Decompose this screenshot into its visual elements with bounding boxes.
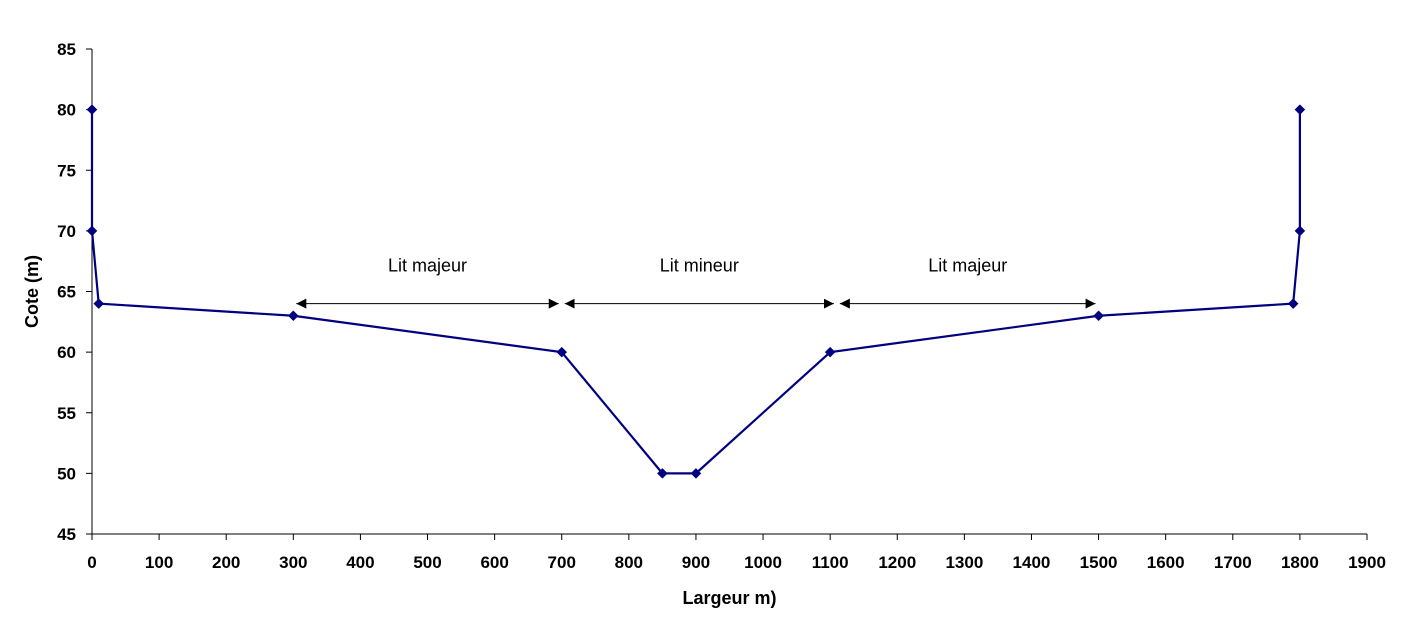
x-tick-label: 700 [548, 553, 576, 572]
x-tick-label: 0 [87, 553, 96, 572]
axes-group: 45 50 55 60 65 70 75 80 85 0 100 200 300 400 500 600 700… [57, 40, 1386, 572]
data-point-marker [86, 225, 98, 237]
x-tick-label: 1600 [1147, 553, 1185, 572]
data-point-marker [1294, 104, 1306, 115]
series-group [86, 104, 1306, 479]
x-tick-label: 1000 [744, 553, 782, 572]
y-tick-label: 70 [57, 222, 76, 241]
x-tick-label: 1200 [878, 553, 916, 572]
y-tick-label: 80 [57, 101, 76, 120]
y-tick-label: 45 [57, 525, 76, 544]
data-point-marker [287, 310, 299, 322]
data-point-marker [93, 298, 105, 309]
x-tick-label: 200 [212, 553, 240, 572]
data-point-marker [1287, 298, 1299, 309]
y-tick-label: 85 [57, 40, 76, 59]
y-tick-label: 50 [57, 464, 76, 483]
data-point-marker [86, 104, 98, 115]
x-tick-label: 800 [615, 553, 643, 572]
data-point-marker [657, 468, 668, 479]
x-tick-label: 900 [682, 553, 710, 572]
data-point-marker [1093, 310, 1104, 322]
x-tick-label: 1700 [1214, 553, 1252, 572]
data-point-marker [556, 346, 568, 358]
y-tick-label: 60 [57, 343, 76, 362]
x-tick-label: 300 [279, 553, 307, 572]
x-tick-label: 400 [346, 553, 374, 572]
data-point-marker [690, 468, 702, 479]
x-tick-label: 1100 [812, 553, 849, 572]
data-point-marker [824, 346, 836, 358]
data-point-marker [1294, 225, 1306, 237]
y-axis-title: Cote (m) [22, 255, 42, 328]
x-tick-label: 1900 [1348, 553, 1386, 572]
annotations-group: Lit majeur Lit mineur Lit majeur [296, 256, 1096, 309]
y-tick-label: 65 [57, 283, 76, 302]
x-tick-label: 1500 [1080, 553, 1118, 572]
annotation-label: Lit majeur [388, 256, 467, 276]
y-tick-label: 75 [57, 161, 76, 180]
x-axis-title: Largeur m) [682, 588, 776, 608]
y-tick-label: 55 [57, 404, 76, 423]
x-tick-label: 600 [480, 553, 508, 572]
annotation-label: Lit mineur [660, 256, 739, 276]
x-tick-label: 1800 [1281, 553, 1319, 572]
series-line [90, 109, 1301, 475]
annotation-label: Lit majeur [928, 256, 1007, 276]
x-tick-label: 100 [145, 553, 173, 572]
x-tick-label: 1300 [945, 553, 983, 572]
x-tick-label: 1400 [1013, 553, 1051, 572]
x-tick-label: 500 [413, 553, 441, 572]
